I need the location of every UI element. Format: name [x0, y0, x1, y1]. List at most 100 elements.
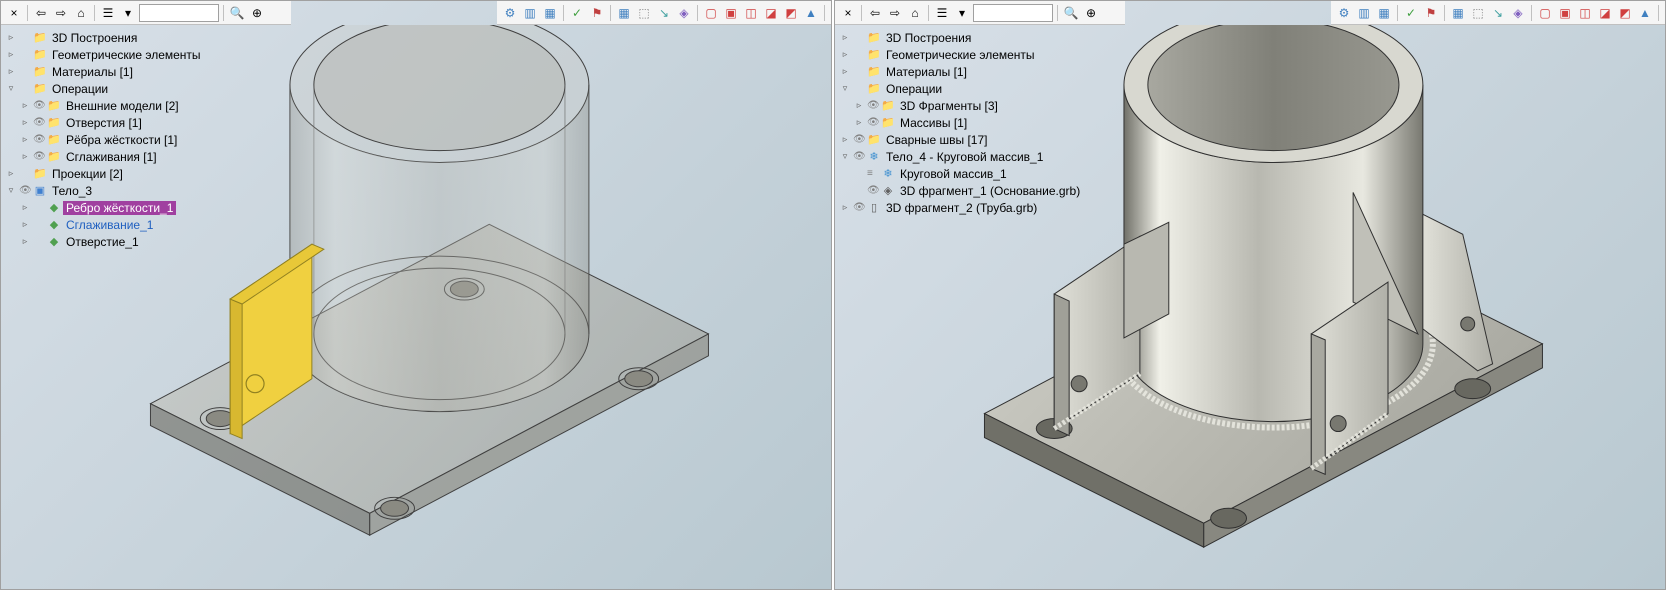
tree-item[interactable]: ▹📁Геометрические элементы: [839, 46, 1119, 63]
tree-item[interactable]: 👁◈3D фрагмент_1 (Основание.grb): [839, 182, 1119, 199]
view-tool-icon[interactable]: ▦: [541, 4, 559, 22]
tree-item[interactable]: ▿📁Операции: [839, 80, 1119, 97]
view-tool-icon[interactable]: ◈: [1509, 4, 1527, 22]
node-label[interactable]: Сглаживания [1]: [63, 150, 160, 164]
visibility-icon[interactable]: 👁: [867, 117, 879, 128]
search-input[interactable]: [973, 4, 1053, 22]
expander-icon[interactable]: ▹: [5, 66, 17, 78]
forward-btn[interactable]: ⇨: [52, 4, 70, 22]
view-tool-icon[interactable]: ▣: [722, 4, 740, 22]
node-label[interactable]: Сварные швы [17]: [883, 133, 991, 147]
view-tool-icon[interactable]: ▥: [521, 4, 539, 22]
tree-item[interactable]: ▹👁📁3D Фрагменты [3]: [839, 97, 1119, 114]
view-tool-icon[interactable]: ▢: [702, 4, 720, 22]
view-tool-icon[interactable]: ◫: [1576, 4, 1594, 22]
view-tool-icon[interactable]: ⬚: [1469, 4, 1487, 22]
expander-icon[interactable]: ▿: [5, 83, 17, 95]
model-tree[interactable]: ▹📁3D Построения▹📁Геометрические элементы…: [5, 29, 285, 250]
expander-icon[interactable]: ▹: [5, 49, 17, 61]
back-btn[interactable]: ⇦: [32, 4, 50, 22]
target-icon[interactable]: ⊕: [1082, 4, 1100, 22]
tree-item[interactable]: ▹◆Отверстие_1: [5, 233, 285, 250]
search-icon[interactable]: 🔍: [1062, 4, 1080, 22]
expander-icon[interactable]: ▹: [839, 66, 851, 78]
expander-icon[interactable]: ▹: [839, 49, 851, 61]
node-label[interactable]: Рёбра жёсткости [1]: [63, 133, 180, 147]
tree-item[interactable]: ▹👁📁Рёбра жёсткости [1]: [5, 131, 285, 148]
tree-item[interactable]: ▹📁Материалы [1]: [5, 63, 285, 80]
visibility-icon[interactable]: 👁: [867, 100, 879, 111]
view-tool-icon[interactable]: ◪: [1596, 4, 1614, 22]
tree-item[interactable]: ▹👁📁Отверстия [1]: [5, 114, 285, 131]
node-label[interactable]: Отверстия [1]: [63, 116, 145, 130]
view-tool-icon[interactable]: ▲: [802, 4, 820, 22]
visibility-icon[interactable]: 👁: [867, 185, 879, 196]
tree-item[interactable]: ▿👁❄Тело_4 - Круговой массив_1: [839, 148, 1119, 165]
expander-icon[interactable]: [853, 168, 865, 180]
list-btn[interactable]: ☰: [99, 4, 117, 22]
view-tool-icon[interactable]: ▦: [1375, 4, 1393, 22]
node-label[interactable]: Геометрические элементы: [49, 48, 204, 62]
node-label[interactable]: Операции: [49, 82, 111, 96]
tree-item[interactable]: ▹👁📁Внешние модели [2]: [5, 97, 285, 114]
view-tool-icon[interactable]: ↘: [655, 4, 673, 22]
home-btn[interactable]: ⌂: [72, 4, 90, 22]
expander-icon[interactable]: ▿: [839, 151, 851, 163]
expander-icon[interactable]: ▹: [839, 202, 851, 214]
expander-icon[interactable]: ▿: [839, 83, 851, 95]
view-tool-icon[interactable]: ◈: [675, 4, 693, 22]
view-tool-icon[interactable]: ▣: [1556, 4, 1574, 22]
view-tool-icon[interactable]: ⚑: [588, 4, 606, 22]
view-tool-icon[interactable]: ⚙: [1335, 4, 1353, 22]
expander-icon[interactable]: ▹: [19, 202, 31, 214]
expander-icon[interactable]: ▹: [19, 100, 31, 112]
dropdown-btn[interactable]: ▾: [953, 4, 971, 22]
view-tool-icon[interactable]: ◩: [1616, 4, 1634, 22]
expander-icon[interactable]: ▹: [5, 32, 17, 44]
visibility-icon[interactable]: 👁: [853, 202, 865, 213]
node-label[interactable]: Круговой массив_1: [897, 167, 1010, 181]
view-tool-icon[interactable]: ↘: [1489, 4, 1507, 22]
visibility-icon[interactable]: 👁: [33, 151, 45, 162]
search-input[interactable]: [139, 4, 219, 22]
view-tool-icon[interactable]: ◩: [782, 4, 800, 22]
home-btn[interactable]: ⌂: [906, 4, 924, 22]
model-tree[interactable]: ▹📁3D Построения▹📁Геометрические элементы…: [839, 29, 1119, 216]
expander-icon[interactable]: ▹: [19, 151, 31, 163]
tree-item[interactable]: ▹📁Материалы [1]: [839, 63, 1119, 80]
list-btn[interactable]: ☰: [933, 4, 951, 22]
tree-item[interactable]: ▹📁Геометрические элементы: [5, 46, 285, 63]
node-label[interactable]: Ребро жёсткости_1: [63, 201, 176, 215]
close-btn[interactable]: ×: [5, 4, 23, 22]
expander-icon[interactable]: ▹: [853, 100, 865, 112]
dropdown-btn[interactable]: ▾: [119, 4, 137, 22]
tree-item[interactable]: ▹👁📁Массивы [1]: [839, 114, 1119, 131]
node-label[interactable]: 3D Построения: [49, 31, 140, 45]
node-label[interactable]: Геометрические элементы: [883, 48, 1038, 62]
node-label[interactable]: Внешние модели [2]: [63, 99, 182, 113]
visibility-icon[interactable]: ≡: [867, 168, 879, 179]
view-tool-icon[interactable]: ▢: [1536, 4, 1554, 22]
view-tool-icon[interactable]: ◫: [742, 4, 760, 22]
tree-item[interactable]: ▿📁Операции: [5, 80, 285, 97]
expander-icon[interactable]: ▹: [19, 219, 31, 231]
node-label[interactable]: Материалы [1]: [49, 65, 136, 79]
search-icon[interactable]: 🔍: [228, 4, 246, 22]
visibility-icon[interactable]: 👁: [33, 117, 45, 128]
view-tool-icon[interactable]: ▦: [1449, 4, 1467, 22]
tree-item[interactable]: ▹👁▯3D фрагмент_2 (Труба.grb): [839, 199, 1119, 216]
view-tool-icon[interactable]: ▥: [1355, 4, 1373, 22]
expander-icon[interactable]: ▿: [5, 185, 17, 197]
view-tool-icon[interactable]: ◪: [762, 4, 780, 22]
tree-item[interactable]: ▹📁3D Построения: [839, 29, 1119, 46]
node-label[interactable]: Операции: [883, 82, 945, 96]
node-label[interactable]: Материалы [1]: [883, 65, 970, 79]
view-tool-icon[interactable]: ⚙: [501, 4, 519, 22]
node-label[interactable]: 3D Построения: [883, 31, 974, 45]
visibility-icon[interactable]: 👁: [33, 100, 45, 111]
node-label[interactable]: 3D фрагмент_2 (Труба.grb): [883, 201, 1040, 215]
expander-icon[interactable]: ▹: [19, 236, 31, 248]
view-tool-icon[interactable]: ⬚: [635, 4, 653, 22]
expander-icon[interactable]: [853, 185, 865, 197]
visibility-icon[interactable]: 👁: [853, 151, 865, 162]
